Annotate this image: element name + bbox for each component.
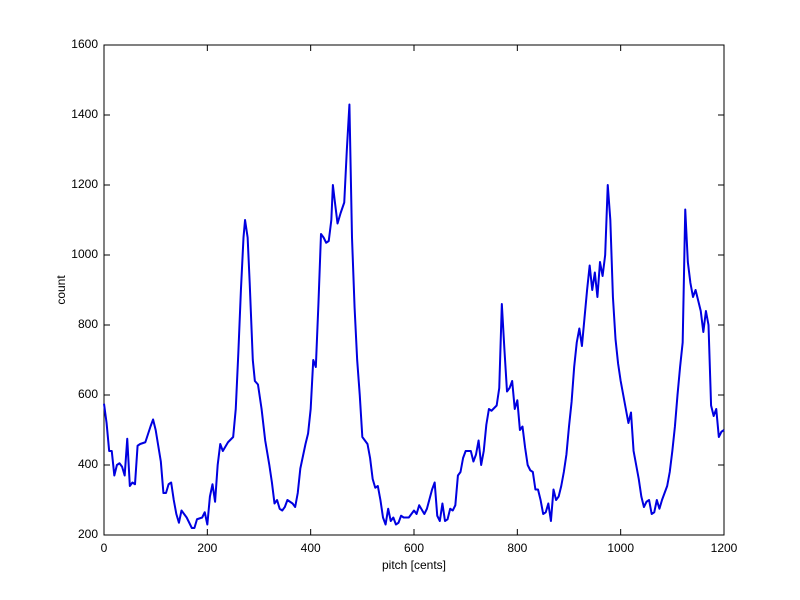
y-tick-label: 800	[78, 317, 98, 331]
y-tick-label: 600	[78, 387, 98, 401]
x-tick-label: 400	[301, 541, 321, 555]
x-axis-label: pitch [cents]	[382, 558, 446, 572]
x-tick-label: 600	[404, 541, 424, 555]
y-tick-label: 1200	[71, 177, 98, 191]
x-tick-label: 800	[507, 541, 527, 555]
plot-area	[103, 44, 725, 536]
y-tick-label: 1000	[71, 247, 98, 261]
y-tick-label: 1600	[71, 37, 98, 51]
y-tick-label: 400	[78, 457, 98, 471]
y-tick-label: 1400	[71, 107, 98, 121]
x-tick-label: 0	[101, 541, 108, 555]
y-tick-label: 200	[78, 527, 98, 541]
data-line	[103, 103, 725, 529]
x-tick-label: 200	[197, 541, 217, 555]
x-tick-label: 1000	[607, 541, 634, 555]
y-axis-label: count	[54, 275, 68, 305]
x-tick-label: 1200	[711, 541, 738, 555]
